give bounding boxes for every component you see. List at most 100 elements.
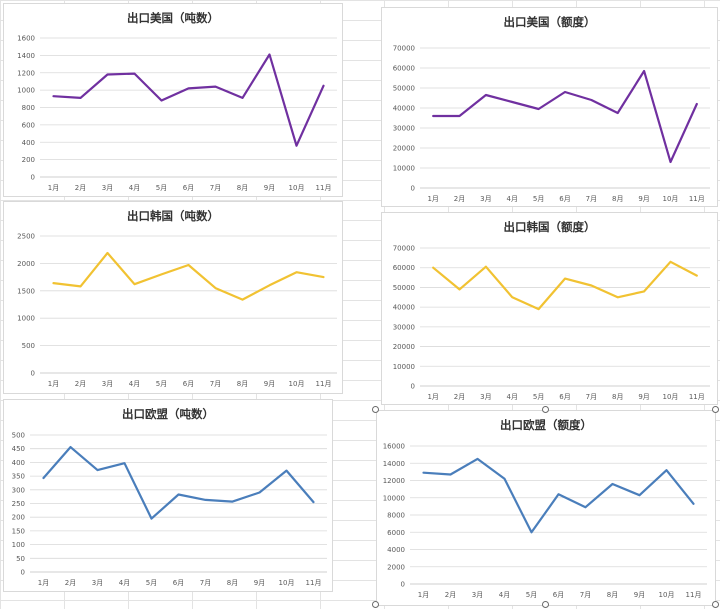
y-tick-label: 2000 bbox=[17, 260, 35, 268]
data-point bbox=[150, 517, 152, 519]
y-tick-label: 250 bbox=[12, 500, 25, 508]
y-tick-label: 4000 bbox=[387, 546, 405, 554]
x-tick-label: 6月 bbox=[183, 380, 194, 388]
series-line bbox=[52, 251, 325, 301]
data-point bbox=[52, 95, 54, 97]
data-point bbox=[79, 97, 81, 99]
x-tick-label: 6月 bbox=[173, 579, 184, 587]
y-tick-label: 0 bbox=[31, 370, 35, 378]
chart-korea-amount[interactable]: 出口韩国（额度） 0 10000 20000 30000 40000 50000 60000 7… bbox=[381, 212, 718, 405]
chart-korea-tons[interactable]: 出口韩国（吨数） 0 500 1000 1500 2000 2500 1月 2月 3月 4月 5月 6月… bbox=[3, 201, 343, 394]
y-tick-label: 400 bbox=[12, 459, 25, 467]
data-point bbox=[96, 469, 98, 471]
data-point bbox=[133, 283, 135, 285]
y-tick-label: 1400 bbox=[17, 52, 35, 60]
x-tick-label: 11月 bbox=[306, 579, 322, 587]
chart-title: 出口美国（额度） bbox=[504, 15, 596, 29]
x-tick-label: 1月 bbox=[427, 393, 438, 401]
x-tick-label: 1月 bbox=[48, 380, 59, 388]
resize-handle-top-right[interactable] bbox=[712, 406, 719, 413]
y-tick-label: 800 bbox=[22, 104, 35, 112]
chart-title: 出口韩国（额度） bbox=[504, 220, 596, 234]
x-tick-label: 11月 bbox=[316, 184, 332, 192]
x-tick-label: 8月 bbox=[227, 579, 238, 587]
y-tick-label: 0 bbox=[401, 581, 405, 589]
y-tick-label: 0 bbox=[21, 569, 25, 577]
y-tick-label: 50000 bbox=[393, 284, 415, 292]
data-point bbox=[322, 276, 324, 278]
y-tick-label: 16000 bbox=[383, 443, 405, 451]
y-tick-label: 500 bbox=[22, 342, 35, 350]
chart-us-tons[interactable]: 出口美国（吨数） 0 200 400 600 800 1000 1200 1400 1600 1月 2… bbox=[3, 3, 343, 197]
data-point bbox=[665, 469, 667, 471]
data-point bbox=[231, 500, 233, 502]
x-tick-label: 4月 bbox=[119, 579, 130, 587]
chart-svg: 出口韩国（额度） 0 10000 20000 30000 40000 50000 60000 7… bbox=[393, 220, 710, 401]
series-line bbox=[432, 69, 698, 164]
chart-eu-amount[interactable]: 出口欧盟（额度） 0 2000 4000 6000 8000 10000 12000 14000… bbox=[376, 410, 716, 606]
y-tick-label: 500 bbox=[12, 432, 25, 440]
chart-svg: 出口韩国（吨数） 0 500 1000 1500 2000 2500 1月 2月 3月 4月 5月 6月… bbox=[17, 209, 337, 388]
data-point bbox=[322, 85, 324, 87]
data-point bbox=[79, 285, 81, 287]
x-tick-label: 9月 bbox=[638, 393, 649, 401]
resize-handle-bottom-left[interactable] bbox=[372, 601, 379, 608]
data-point bbox=[285, 469, 287, 471]
data-point bbox=[669, 161, 671, 163]
y-tick-label: 12000 bbox=[383, 477, 405, 485]
chart-eu-tons[interactable]: 出口欧盟（吨数） 0 50 100 150 200 250 300 350 400 450 500 1月… bbox=[3, 399, 333, 592]
y-tick-label: 100 bbox=[12, 541, 25, 549]
chart-us-amount[interactable]: 出口美国（额度） 0 10000 20000 30000 40000 50000 60000 7… bbox=[381, 7, 718, 207]
data-point bbox=[511, 101, 513, 103]
x-tick-label: 6月 bbox=[553, 591, 564, 599]
resize-handle-bottom-middle[interactable] bbox=[542, 601, 549, 608]
data-point bbox=[295, 271, 297, 273]
y-tick-label: 300 bbox=[12, 486, 25, 494]
data-point bbox=[123, 462, 125, 464]
data-point bbox=[268, 284, 270, 286]
x-tick-label: 4月 bbox=[507, 195, 518, 203]
x-tick-label: 8月 bbox=[237, 184, 248, 192]
x-tick-label: 7月 bbox=[200, 579, 211, 587]
x-tick-label: 5月 bbox=[156, 184, 167, 192]
y-tick-label: 70000 bbox=[393, 45, 415, 53]
y-tick-label: 600 bbox=[22, 121, 35, 129]
data-point bbox=[476, 458, 478, 460]
data-point bbox=[511, 296, 513, 298]
x-tick-label: 5月 bbox=[526, 591, 537, 599]
y-tick-label: 50000 bbox=[393, 85, 415, 93]
data-point bbox=[590, 99, 592, 101]
resize-handle-bottom-right[interactable] bbox=[712, 601, 719, 608]
data-point bbox=[187, 87, 189, 89]
y-tick-label: 60000 bbox=[393, 264, 415, 272]
data-point bbox=[187, 264, 189, 266]
x-tick-label: 6月 bbox=[559, 195, 570, 203]
x-tick-label: 2月 bbox=[75, 380, 86, 388]
data-point bbox=[106, 252, 108, 254]
resize-handle-top-middle[interactable] bbox=[542, 406, 549, 413]
data-point bbox=[42, 477, 44, 479]
x-tick-label: 9月 bbox=[254, 579, 265, 587]
y-tick-label: 0 bbox=[411, 383, 415, 391]
y-tick-label: 150 bbox=[12, 527, 25, 535]
y-tick-label: 20000 bbox=[393, 343, 415, 351]
data-point bbox=[268, 53, 270, 55]
data-point bbox=[295, 145, 297, 147]
y-tick-label: 1500 bbox=[17, 287, 35, 295]
y-tick-label: 0 bbox=[31, 174, 35, 182]
y-tick-label: 30000 bbox=[393, 323, 415, 331]
x-tick-label: 11月 bbox=[316, 380, 332, 388]
x-tick-label: 5月 bbox=[533, 195, 544, 203]
resize-handle-top-left[interactable] bbox=[372, 406, 379, 413]
series-line bbox=[422, 457, 695, 534]
data-point bbox=[485, 266, 487, 268]
chart-title: 出口韩国（吨数） bbox=[127, 209, 219, 223]
data-point bbox=[590, 284, 592, 286]
x-tick-label: 4月 bbox=[499, 591, 510, 599]
x-tick-label: 1月 bbox=[427, 195, 438, 203]
data-point bbox=[617, 296, 619, 298]
data-point bbox=[106, 73, 108, 75]
x-tick-label: 7月 bbox=[210, 184, 221, 192]
data-point bbox=[449, 473, 451, 475]
x-tick-label: 7月 bbox=[586, 393, 597, 401]
